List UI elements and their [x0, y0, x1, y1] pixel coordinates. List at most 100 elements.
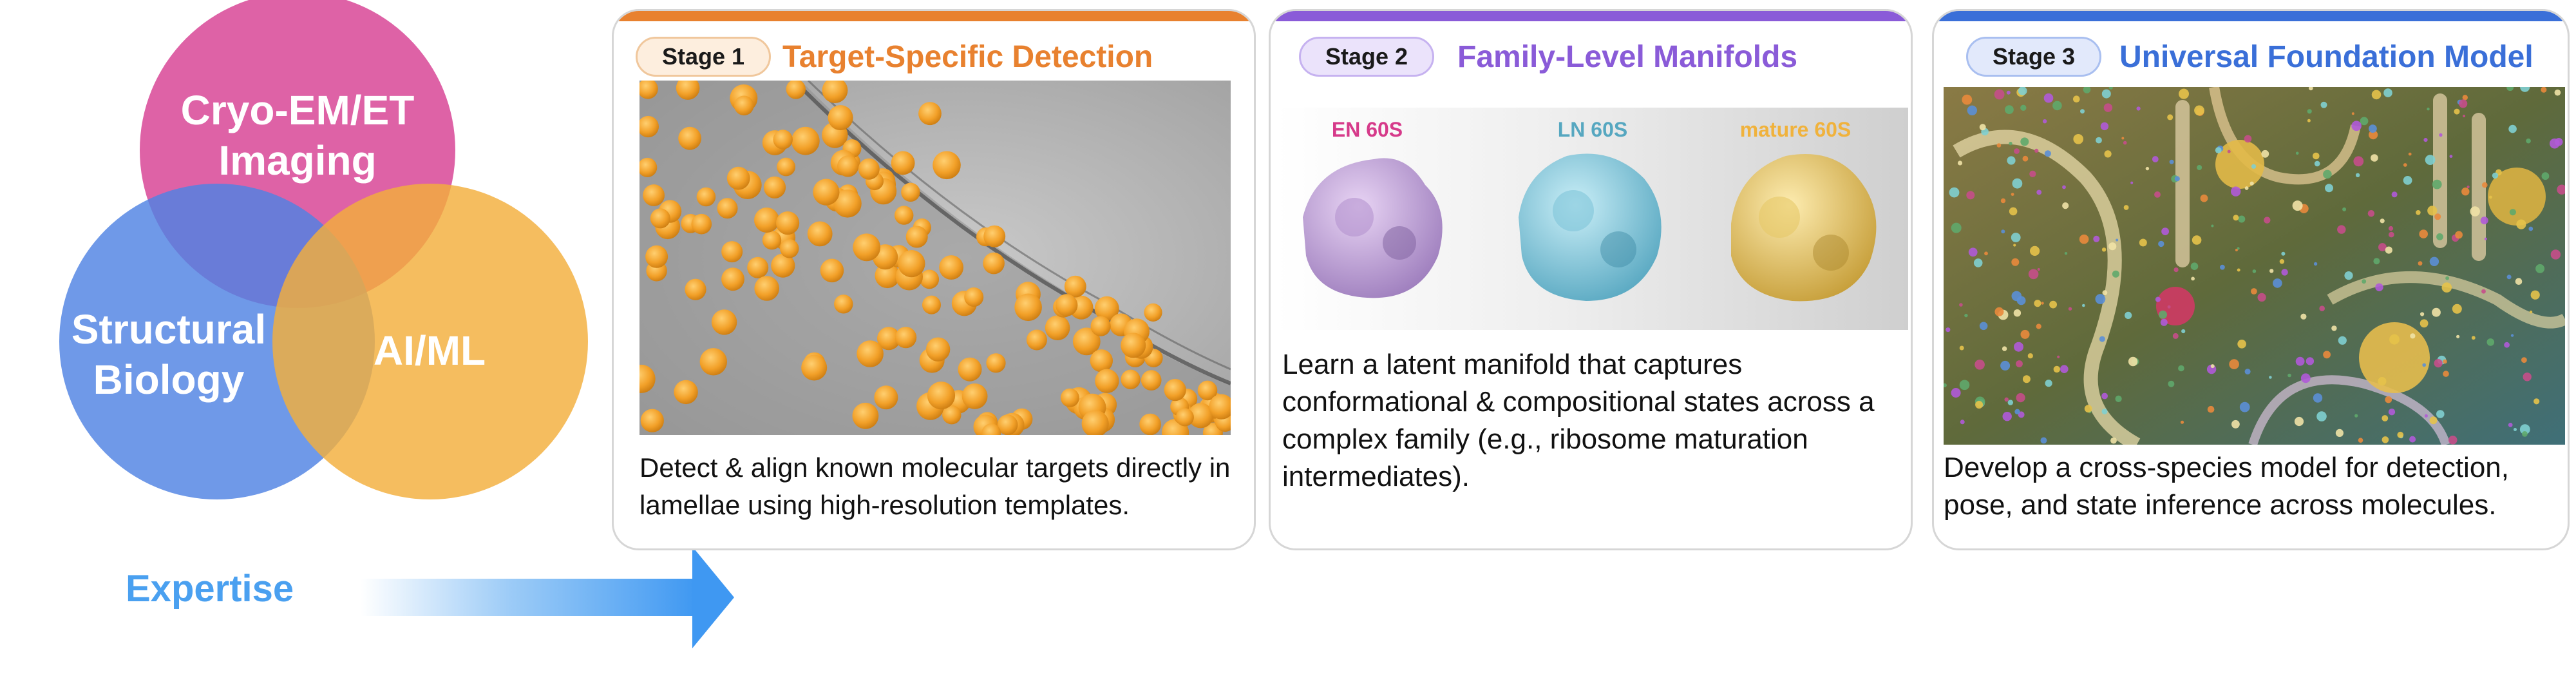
molecule-dot	[2016, 360, 2023, 367]
ribosome-particle	[858, 158, 880, 180]
molecule-dot	[2416, 210, 2421, 215]
ribosome-particle	[1197, 380, 1218, 401]
molecule-dot	[2011, 193, 2014, 196]
molecule-dot	[1951, 222, 1962, 233]
ribosome-particle	[875, 263, 900, 289]
molecule-dot	[2084, 405, 2092, 413]
molecule-dot	[2432, 179, 2442, 189]
molecule-dot	[2432, 307, 2441, 317]
molecule-dot	[2351, 121, 2362, 131]
stage-3-badge: Stage 3	[1966, 37, 2101, 77]
molecule-dot	[2550, 249, 2561, 260]
molecule-dot	[2158, 240, 2164, 247]
molecule-dot	[2508, 423, 2513, 427]
molecule-dot	[2220, 264, 2225, 270]
molecule-dot	[2211, 224, 2214, 227]
stage-3-card: Stage 3 Universal Foundation Model	[1932, 9, 2570, 550]
molecule-dot	[2506, 275, 2512, 280]
molecule-dot	[1984, 251, 1988, 256]
molecule-dot	[2264, 217, 2271, 224]
molecule-dot	[2121, 137, 2125, 140]
molecule-dot	[2168, 380, 2175, 387]
molecule-dot	[2210, 364, 2215, 369]
molecule-dot	[2082, 304, 2085, 307]
molecule-dot	[2316, 411, 2327, 421]
molecule-dot	[2103, 103, 2113, 112]
molecule-dot	[2116, 238, 2119, 242]
molecule-dot	[2028, 269, 2039, 280]
molecule-dot	[2389, 334, 2400, 345]
molecule-dot	[2403, 163, 2407, 167]
molecule-dot	[2174, 176, 2180, 182]
molecule-dot	[2439, 133, 2443, 137]
molecule-dot	[2080, 109, 2085, 114]
molecule-dot	[2375, 283, 2383, 291]
venn-label-structural: Structural Biology	[71, 304, 266, 405]
molecule-dot	[2331, 325, 2337, 331]
ribosome-particle	[773, 130, 793, 150]
ribosome-particle	[1045, 315, 1070, 340]
molecule-dot	[2489, 195, 2492, 199]
stage-1-tomogram-image	[639, 81, 1231, 435]
molecule-dot	[2281, 269, 2288, 276]
stage-2-card: Stage 2 Family-Level Manifolds EN 60S LN…	[1269, 9, 1913, 550]
ribosome-particle	[643, 184, 665, 206]
state-label-en-60s: EN 60S	[1331, 118, 1403, 141]
molecule-dot	[2371, 154, 2378, 162]
molecule-dot	[2207, 405, 2215, 413]
molecule-dot	[2110, 437, 2117, 444]
molecule-dot	[2410, 333, 2416, 339]
ribosome-particle	[639, 157, 658, 177]
ribosome-particle	[1060, 388, 1079, 407]
molecule-dot	[1957, 160, 1963, 166]
molecule-dot	[2403, 176, 2412, 185]
molecule-dot	[2427, 108, 2430, 111]
molecule-dot	[2541, 172, 2550, 180]
molecule-dot	[2161, 227, 2169, 235]
expertise-arrow-icon	[361, 546, 734, 648]
ribosome-particle	[747, 256, 769, 278]
molecule-dot	[2235, 249, 2238, 251]
ribosome-particle	[1144, 303, 1162, 322]
molecule-dot	[2484, 237, 2487, 240]
molecule-dot	[2020, 104, 2027, 111]
molecule-dot	[2167, 305, 2171, 309]
molecule-dot	[2227, 150, 2231, 153]
molecule-dot	[2448, 436, 2458, 445]
molecule-dot	[2382, 436, 2389, 443]
molecule-dot	[2307, 109, 2312, 114]
ribosome-particle	[1064, 275, 1086, 298]
molecule-dot	[2101, 89, 2111, 99]
molecule-dot	[2108, 242, 2117, 251]
molecule-dot	[2022, 375, 2031, 383]
molecule-dot	[2385, 396, 2392, 403]
ribosome-particle	[639, 364, 656, 393]
molecule-dot	[2178, 365, 2184, 372]
molecule-dot	[2042, 119, 2047, 124]
molecule-dot	[2369, 130, 2378, 140]
molecule-dot	[2044, 150, 2051, 157]
ribosome-particle	[895, 206, 914, 225]
molecule-dot	[2454, 108, 2460, 115]
stage-2-badge: Stage 2	[1299, 37, 1434, 77]
molecule-dot	[2014, 148, 2020, 154]
molecule-dot	[2425, 155, 2436, 165]
molecule-dot	[2279, 259, 2285, 264]
molecule-dot	[2358, 438, 2363, 443]
molecule-dot	[2467, 185, 2470, 189]
molecule-dot	[2244, 369, 2251, 375]
molecule-dot	[2389, 231, 2394, 238]
molecule-dot	[2237, 268, 2240, 272]
molecule-dot	[2383, 88, 2392, 97]
molecule-dot	[2172, 333, 2179, 339]
molecule-dot	[1959, 345, 1964, 351]
molecule-dot	[2308, 87, 2313, 91]
expertise-label: Expertise	[126, 568, 294, 610]
molecule-dot	[1944, 383, 1947, 387]
molecule-dot	[2429, 256, 2439, 266]
molecule-dot	[2029, 170, 2036, 177]
ribosome-particle	[685, 278, 706, 300]
molecule-dot	[2514, 428, 2517, 431]
molecule-dot	[2441, 282, 2452, 293]
stage-2-accent-bar	[1271, 11, 1911, 21]
